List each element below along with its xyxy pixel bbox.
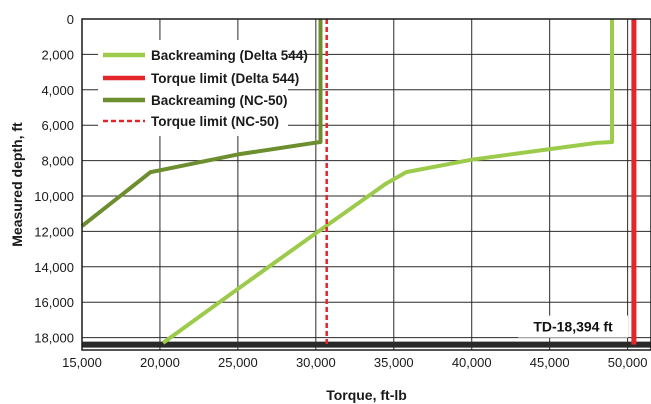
y-tick-label: 14,000 [34,260,74,275]
x-tick-label: 50,000 [608,355,648,370]
legend-label: Backreaming (Delta 544) [151,48,308,63]
y-axis-ticks: 0 2,000 4,000 6,000 8,000 10,000 12,000 14,000 1… [34,12,74,346]
td-label-background [518,315,628,338]
x-tick-label: 35,000 [374,355,414,370]
y-tick-label: 10,000 [34,189,74,204]
legend-label: Torque limit (NC-50) [151,114,279,129]
y-axis-title: Measured depth, ft [9,122,25,247]
series-line-3 [80,19,323,228]
legend-label: Torque limit (Delta 544) [151,71,299,86]
y-tick-label: 8,000 [41,154,74,169]
x-tick-label: 40,000 [452,355,492,370]
series-line-1 [161,19,614,345]
plot-frame [81,18,651,351]
x-tick-label: 30,000 [296,355,336,370]
y-tick-label: 4,000 [41,83,74,98]
td-label: TD-18,394 ft [533,319,613,335]
x-tick-label: 45,000 [530,355,570,370]
x-tick-label: 15,000 [62,355,102,370]
legend: Backreaming (Delta 544) Torque limit (Del… [98,40,308,136]
series-lines [80,19,637,345]
legend-label: Backreaming (NC-50) [151,93,288,108]
x-tick-label: 25,000 [218,355,258,370]
y-tick-label: 0 [67,12,74,27]
x-tick-label: 20,000 [140,355,180,370]
y-tick-label: 18,000 [34,331,74,346]
y-tick-label: 16,000 [34,295,74,310]
x-axis-title: Torque, ft-lb [326,387,407,403]
y-tick-label: 2,000 [41,47,74,62]
x-axis-ticks: 15,000 20,000 25,000 30,000 35,000 40,000 45,0… [62,355,647,370]
y-tick-label: 6,000 [41,118,74,133]
y-tick-label: 12,000 [34,224,74,239]
td-marker: TD-18,394 ft [82,315,651,348]
